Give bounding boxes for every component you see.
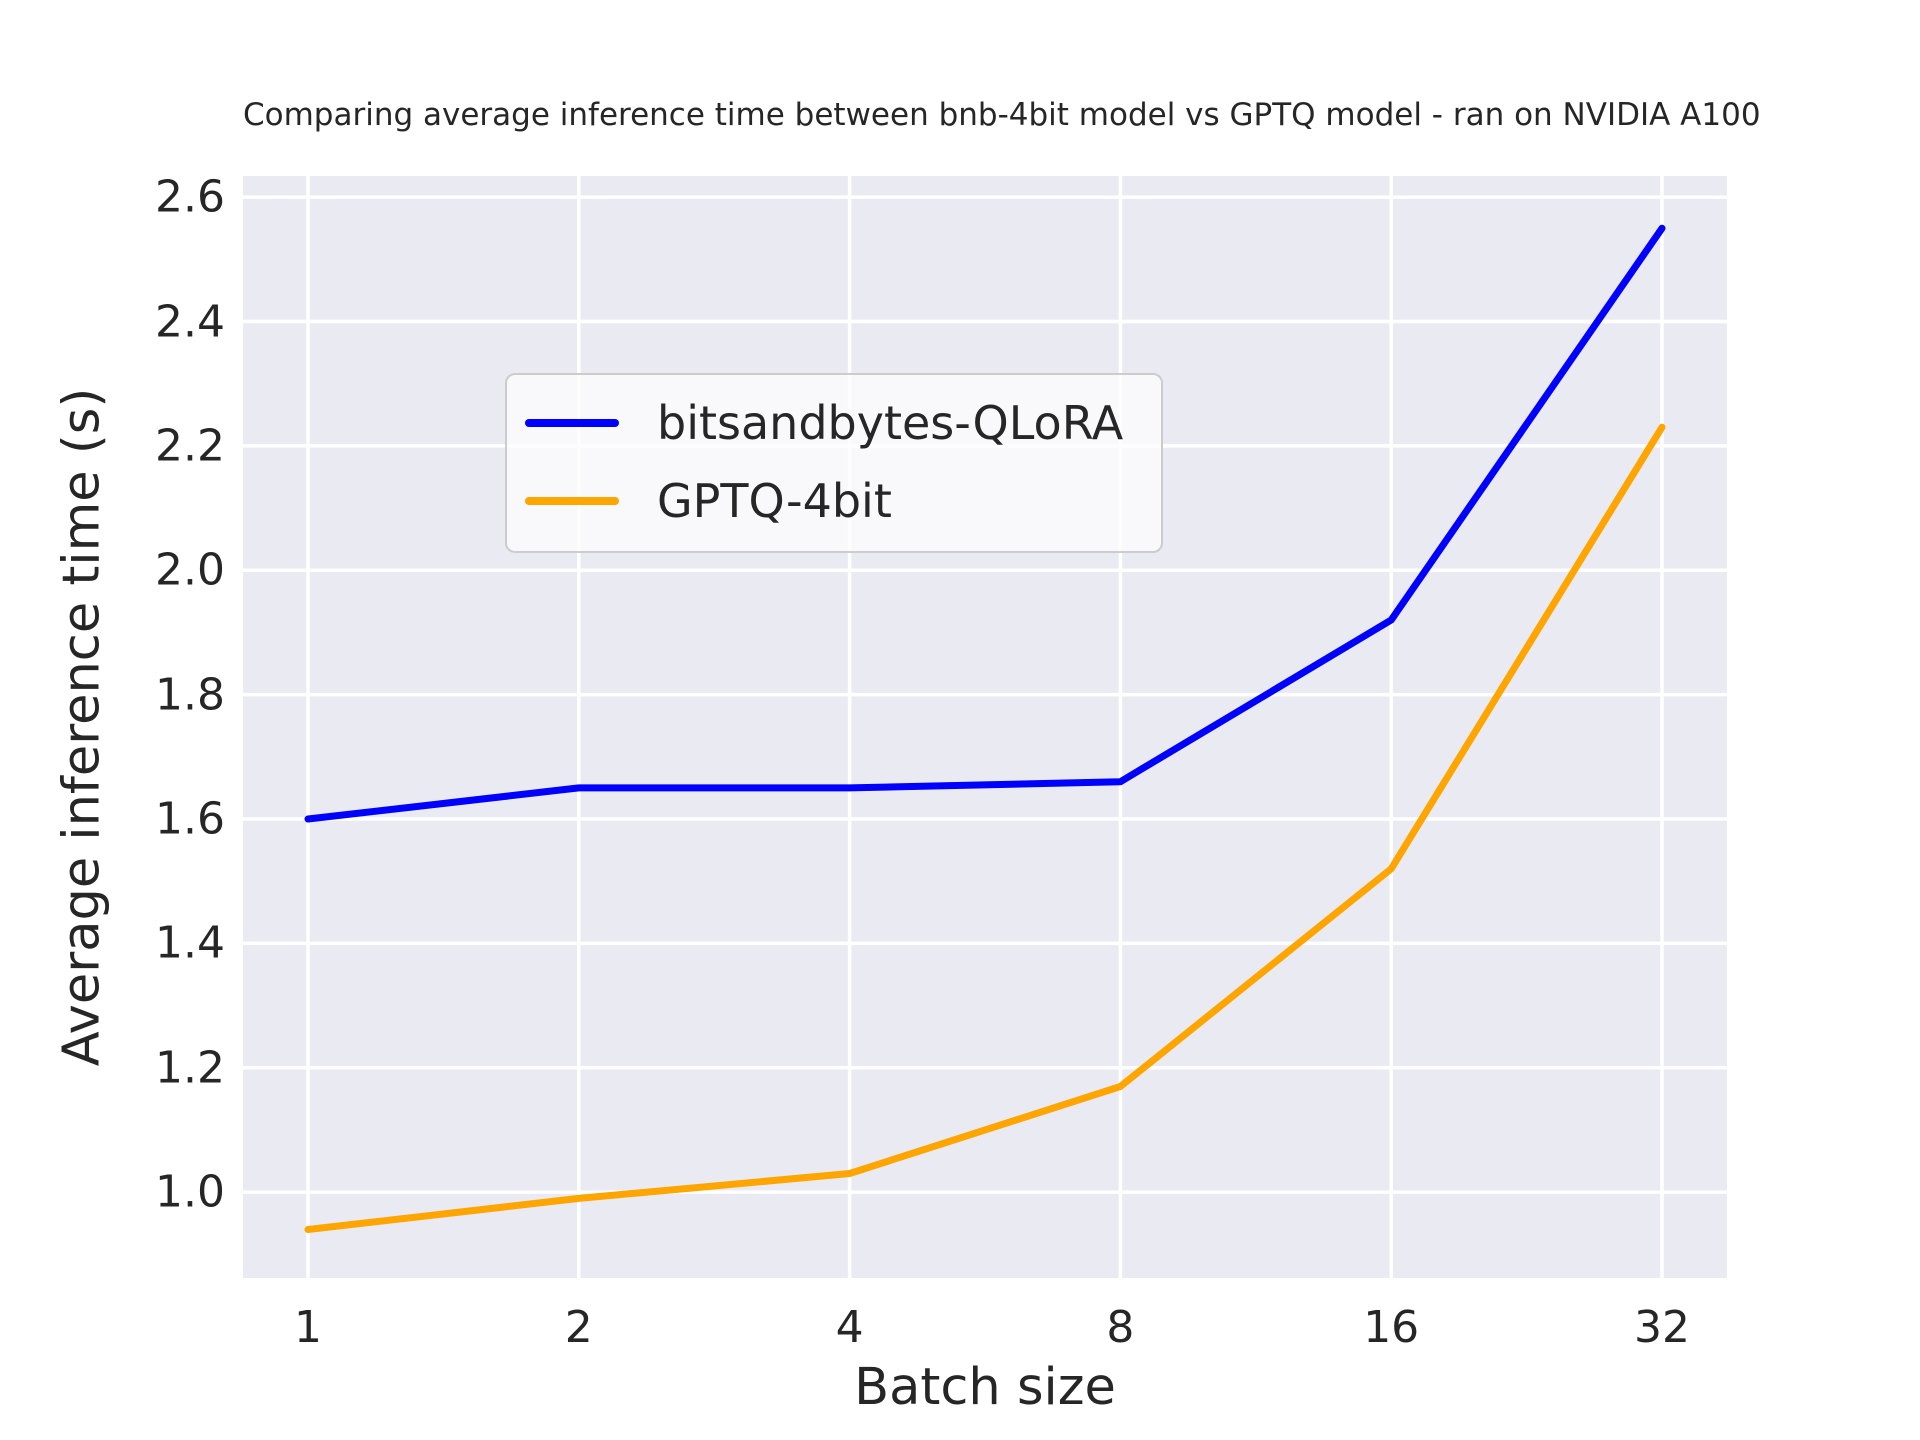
y-axis-label: Average inference time (s) (52, 387, 112, 1067)
y-tick-label: 1.0 (155, 1166, 225, 1218)
legend-label: bitsandbytes-QLoRA (657, 396, 1124, 450)
series-line-bitsandbytes-QLoRA (304, 224, 1666, 823)
legend: bitsandbytes-QLoRA GPTQ-4bit (505, 373, 1164, 553)
chart-title: Comparing average inference time between… (243, 97, 1761, 133)
y-tick-label: 1.6 (155, 793, 225, 845)
x-axis-ticks: 1 2 4 8 16 32 (243, 1278, 1727, 1358)
y-tick-label: 1.4 (155, 917, 225, 969)
chart-canvas (243, 176, 1727, 1278)
legend-entry: GPTQ-4bit (525, 465, 1123, 537)
x-tick-label: 8 (1106, 1302, 1135, 1353)
y-tick-label: 2.6 (155, 171, 225, 223)
plot-area: bitsandbytes-QLoRA GPTQ-4bit (243, 176, 1727, 1278)
y-tick-label: 1.8 (155, 669, 225, 721)
x-axis-label: Batch size (854, 1358, 1116, 1417)
y-axis-ticks: 1.0 1.2 1.4 1.6 1.8 2.0 2.2 2.4 2.6 (0, 172, 225, 1278)
legend-entry: bitsandbytes-QLoRA (525, 387, 1123, 459)
series-line-GPTQ-4bit (304, 423, 1666, 1233)
x-tick-label: 4 (835, 1302, 864, 1353)
x-tick-label: 32 (1634, 1302, 1690, 1353)
y-tick-label: 2.4 (155, 296, 225, 347)
x-tick-label: 16 (1363, 1302, 1420, 1353)
y-tick-label: 2.0 (155, 544, 225, 596)
legend-label: GPTQ-4bit (657, 474, 892, 528)
legend-line-sample-blue (525, 419, 619, 427)
y-tick-label: 2.2 (155, 420, 225, 472)
x-tick-label: 1 (294, 1302, 322, 1353)
y-tick-label: 1.2 (155, 1042, 225, 1094)
legend-line-sample-orange (525, 497, 619, 505)
x-tick-label: 2 (564, 1302, 593, 1353)
